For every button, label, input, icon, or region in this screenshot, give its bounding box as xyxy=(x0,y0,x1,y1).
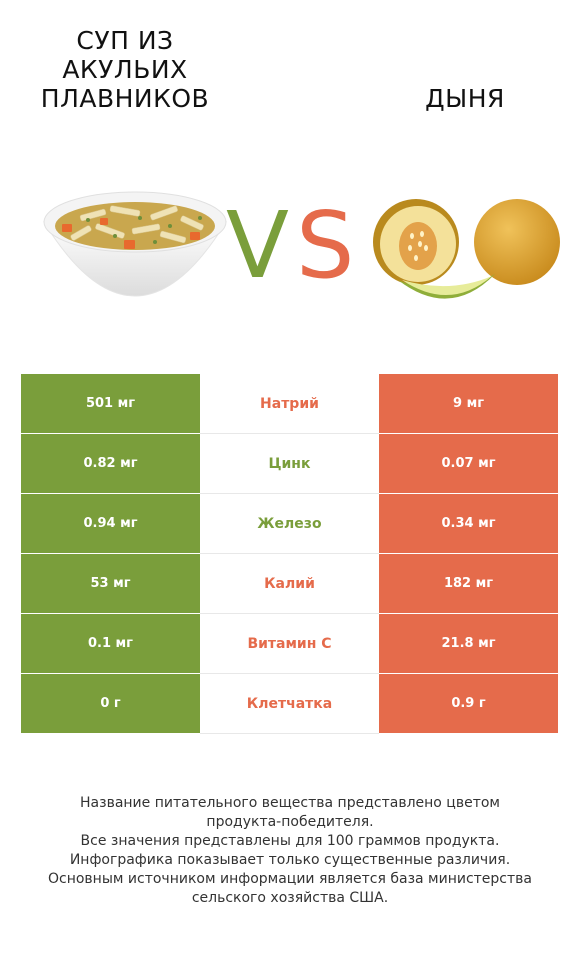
right-value: 21.8 мг xyxy=(379,614,558,674)
vs-letter-v: V xyxy=(226,192,289,299)
left-value: 0 г xyxy=(21,674,200,734)
table-row: 0.1 мг Витамин C 21.8 мг xyxy=(21,614,558,674)
nutrient-name: Витамин C xyxy=(200,614,379,674)
nutrient-name: Цинк xyxy=(200,434,379,494)
left-value: 501 мг xyxy=(21,374,200,434)
footer-line: Инфографика показывает только существенн… xyxy=(69,852,511,868)
left-value: 0.94 мг xyxy=(21,494,200,554)
nutrient-name: Железо xyxy=(200,494,379,554)
left-value: 0.1 мг xyxy=(21,614,200,674)
nutrient-name: Натрий xyxy=(200,374,379,434)
left-value: 0.82 мг xyxy=(21,434,200,494)
table-row: 0 г Клетчатка 0.9 г xyxy=(21,674,558,734)
table-row: 501 мг Натрий 9 мг xyxy=(21,374,558,434)
footer-line: Название питательного вещества представл… xyxy=(80,795,500,811)
footer-line: Основным источником информации является … xyxy=(48,871,532,887)
right-value: 0.07 мг xyxy=(379,434,558,494)
nutrient-name: Клетчатка xyxy=(200,674,379,734)
right-value: 9 мг xyxy=(379,374,558,434)
nutrient-name: Калий xyxy=(200,554,379,614)
right-product-title: ДЫНЯ xyxy=(425,84,505,113)
footer-line: сельского хозяйства США. xyxy=(191,890,389,906)
soup-bowl-image xyxy=(43,191,227,297)
table-row: 53 мг Калий 182 мг xyxy=(21,554,558,614)
melon-image xyxy=(373,199,560,299)
left-product-title: СУП ИЗ АКУЛЬИХ ПЛАВНИКОВ xyxy=(40,26,210,113)
footer-line: Все значения представлены для 100 граммо… xyxy=(80,833,500,849)
table-row: 0.82 мг Цинк 0.07 мг xyxy=(21,434,558,494)
right-value: 182 мг xyxy=(379,554,558,614)
right-value: 0.9 г xyxy=(379,674,558,734)
footer-notes: Название питательного вещества представл… xyxy=(20,794,560,908)
footer-line: продукта-победителя. xyxy=(206,814,374,830)
vs-letter-s: S xyxy=(296,192,355,299)
right-value: 0.34 мг xyxy=(379,494,558,554)
left-value: 53 мг xyxy=(21,554,200,614)
table-row: 0.94 мг Железо 0.34 мг xyxy=(21,494,558,554)
nutrient-table: 501 мг Натрий 9 мг 0.82 мг Цинк 0.07 мг … xyxy=(21,374,558,734)
